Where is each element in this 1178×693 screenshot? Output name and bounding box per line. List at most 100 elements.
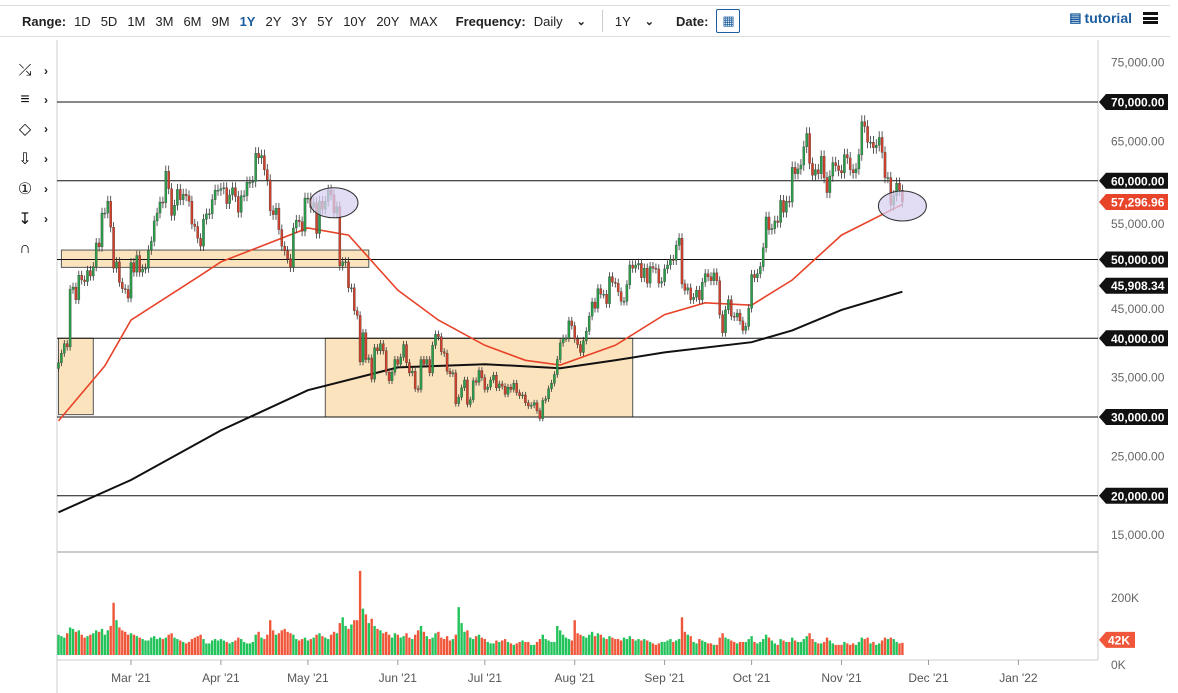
volume-bar (379, 630, 382, 655)
range-1d[interactable]: 1D (74, 13, 91, 29)
candle-body (173, 205, 176, 216)
candle-body (663, 268, 666, 282)
candle-body (196, 226, 199, 239)
candle-body (596, 288, 600, 309)
candle-body (222, 187, 226, 189)
candle-body (672, 259, 675, 261)
magnet-tool[interactable]: ∩ (14, 237, 54, 261)
candle-body (851, 169, 855, 174)
candle-body (289, 258, 292, 268)
volume-bar (588, 634, 591, 655)
volume-bar (263, 639, 266, 655)
volume-bar (814, 641, 817, 655)
volume-bar (651, 643, 655, 655)
fibonacci-tool[interactable]: ≡ › (14, 88, 54, 112)
volume-bar (170, 633, 173, 655)
range-10y[interactable]: 10Y (343, 13, 367, 29)
range-5y[interactable]: 5Y (317, 13, 334, 29)
volume-bar (382, 633, 385, 655)
candle-body (605, 293, 608, 304)
volume-bar (115, 620, 118, 655)
volume-bar (851, 643, 855, 655)
candle-body (599, 288, 603, 295)
volume-bar (692, 641, 695, 655)
range-20y[interactable]: 20Y (376, 13, 400, 29)
chevron-down-icon: ⌄ (644, 15, 654, 28)
volume-bar (883, 637, 887, 655)
volume-bar (309, 639, 312, 655)
candle-body (141, 268, 144, 273)
range-1y[interactable]: 1Y (239, 13, 256, 29)
volume-bar (144, 640, 147, 655)
period-select[interactable]: 1Y ⌄ (615, 14, 654, 29)
volume-bar (425, 636, 428, 655)
candle-body (466, 379, 469, 405)
trendline-tool[interactable]: ⤰ › (14, 59, 54, 83)
arrow-tool[interactable]: ⇩ › (14, 147, 54, 171)
volume-bar (390, 637, 394, 655)
candle-body (666, 264, 669, 270)
range-2y[interactable]: 2Y (265, 13, 282, 29)
volume-bar (100, 628, 104, 655)
shapes-tool[interactable]: ◇ › (14, 117, 54, 141)
candle-body (396, 359, 400, 365)
candle-body (527, 402, 530, 407)
candle-body (277, 208, 281, 230)
range-max[interactable]: MAX (409, 13, 438, 29)
range-9m[interactable]: 9M (211, 13, 230, 29)
volume-bar (332, 631, 336, 655)
range-3y[interactable]: 3Y (291, 13, 308, 29)
candle-body (292, 227, 295, 268)
candle-body (74, 286, 78, 300)
candle-body (63, 343, 66, 354)
volume-bar (576, 633, 579, 655)
candle-body (150, 241, 153, 251)
candle-body (593, 301, 597, 309)
y-tick-label: 35,000.00 (1111, 371, 1165, 385)
candle-body (379, 343, 382, 352)
chevron-right-icon: › (44, 212, 48, 226)
volume-bar (295, 639, 298, 655)
volume-bar (869, 643, 872, 655)
candle-body (683, 283, 687, 291)
counter-tool[interactable]: ① › (14, 177, 54, 201)
volume-bar (126, 634, 130, 655)
counter-icon: ① (17, 181, 33, 198)
volume-bar (237, 637, 240, 655)
range-3m[interactable]: 3M (155, 13, 174, 29)
volume-bar (866, 637, 869, 655)
volume-bar (60, 636, 63, 655)
candle-body (239, 195, 243, 213)
y-tick-label: 55,000.00 (1111, 217, 1165, 231)
measure-tool[interactable]: ↧ › (14, 207, 54, 231)
candle-body (486, 386, 489, 390)
chevron-right-icon: › (44, 93, 48, 107)
candle-body (660, 281, 663, 284)
x-tick-label: Apr '21 (202, 671, 240, 685)
volume-bar (489, 643, 492, 655)
candle-body (474, 380, 478, 383)
candle-body (744, 326, 748, 331)
range-6m[interactable]: 6M (183, 13, 202, 29)
candle-body (805, 133, 808, 148)
range-toolbar: Range: 1D 5D 1M 3M 6M 9M 1Y 2Y 3Y 5Y 10Y 20Y MAX Fre… (0, 5, 1170, 37)
volume-bar (327, 639, 330, 655)
level-label-tag (1099, 172, 1168, 189)
range-1m[interactable]: 1M (127, 13, 146, 29)
volume-bar (796, 641, 800, 655)
frequency-select[interactable]: Daily ⌄ (534, 14, 586, 29)
calendar-button[interactable]: ▦ (716, 9, 741, 33)
volume-bar (608, 636, 611, 655)
level-label: 70,000.00 (1111, 96, 1165, 110)
volume-bar (556, 626, 559, 655)
tutorial-link[interactable]: ▤ tutorial (1069, 10, 1132, 26)
moving-average-slow-line (58, 290, 903, 514)
menu-icon[interactable] (1143, 12, 1158, 24)
tutorial-label: tutorial (1084, 10, 1132, 26)
volume-bar (129, 633, 133, 655)
volume-bar (396, 634, 399, 655)
range-5d[interactable]: 5D (100, 13, 118, 29)
volume-bar (895, 641, 898, 655)
volume-bar (773, 643, 776, 655)
